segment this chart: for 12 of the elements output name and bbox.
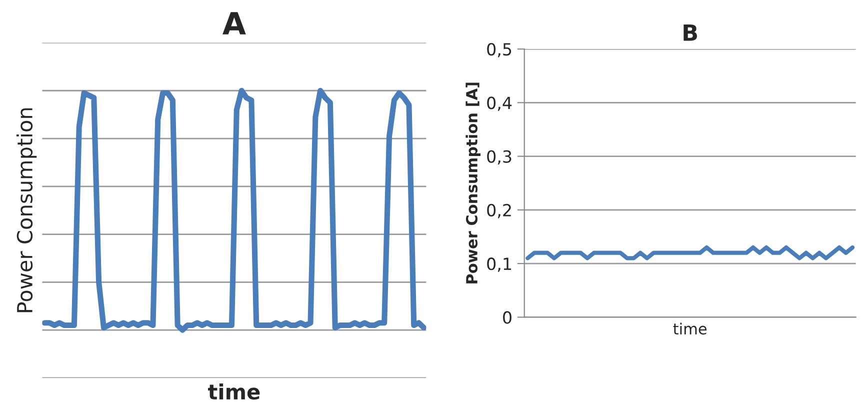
y-axis-title: Power Consumption [A] [466, 82, 480, 284]
chart-title: A [222, 12, 246, 34]
y-tick-label: 0 [503, 311, 512, 324]
y-tick-label: 0,1 [487, 258, 512, 272]
y-tick-label: 0,3 [487, 150, 512, 165]
y-tick-label: 0,4 [487, 96, 512, 111]
y-tick-label: 0,2 [487, 204, 511, 218]
chart-title: B [684, 24, 697, 41]
x-axis-title: time [208, 383, 260, 400]
x-axis-title: time [673, 322, 707, 335]
y-axis-title: Power Consumption [16, 108, 37, 312]
y-tick-label: 0,5 [487, 42, 512, 58]
